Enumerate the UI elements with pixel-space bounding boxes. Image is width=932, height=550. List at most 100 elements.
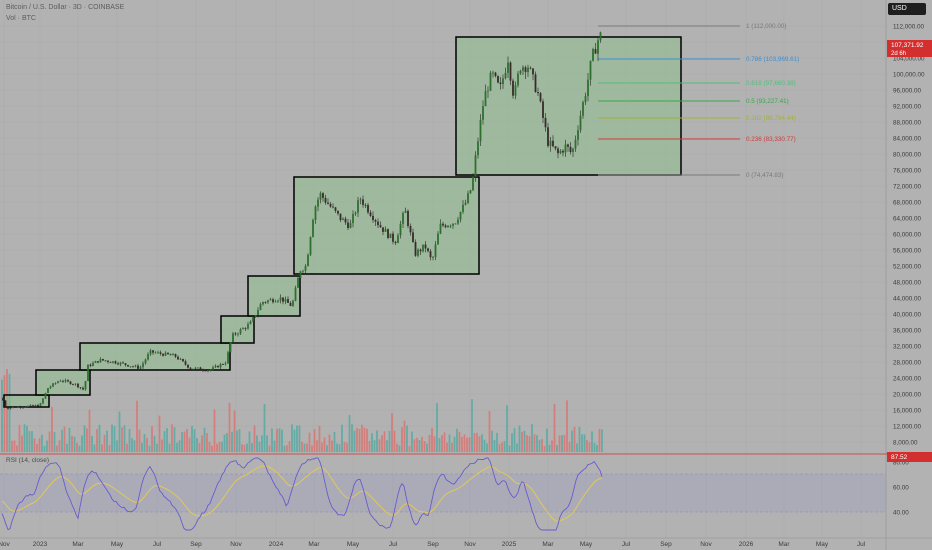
candle-body bbox=[122, 362, 124, 364]
volume-bar bbox=[461, 436, 463, 452]
candle-body bbox=[252, 316, 254, 322]
volume-bar bbox=[13, 440, 16, 452]
candle-body bbox=[424, 244, 427, 249]
candle-body bbox=[274, 301, 277, 303]
volume-bar bbox=[361, 424, 363, 452]
currency-button[interactable]: USD bbox=[888, 3, 926, 15]
volume-bar bbox=[201, 435, 203, 452]
volume-bar bbox=[23, 424, 26, 452]
candle-body bbox=[469, 190, 472, 194]
candle-body bbox=[482, 106, 484, 120]
volume-bar bbox=[373, 440, 376, 452]
volume-bar bbox=[363, 427, 366, 452]
volume-bar bbox=[448, 434, 451, 452]
time-label: May bbox=[347, 541, 360, 548]
volume-bar bbox=[231, 431, 233, 452]
volume-bar bbox=[593, 442, 596, 452]
volume-bar bbox=[398, 445, 401, 452]
volume-bar bbox=[63, 426, 66, 452]
candle-body bbox=[564, 144, 567, 153]
candle-body bbox=[367, 204, 369, 213]
candle-body bbox=[147, 354, 149, 360]
volume-bar bbox=[408, 445, 411, 452]
candle-body bbox=[599, 32, 602, 41]
candle-body bbox=[574, 139, 577, 149]
candle-body bbox=[444, 225, 447, 228]
candle-body bbox=[314, 206, 317, 220]
volume-bar bbox=[233, 410, 236, 452]
price-tick: 112,000.00 bbox=[893, 23, 925, 30]
candle-body bbox=[82, 387, 84, 390]
volume-bar bbox=[156, 443, 158, 452]
volume-bar bbox=[596, 444, 598, 452]
volume-bar bbox=[113, 426, 116, 452]
volume-bar bbox=[583, 434, 586, 452]
candle-body bbox=[407, 210, 409, 226]
volume-bar bbox=[388, 430, 391, 452]
time-label: Jul bbox=[389, 541, 398, 548]
volume-bar bbox=[186, 428, 188, 452]
volume-bar bbox=[441, 435, 443, 452]
fib-level-label: 0.5 (93,227.41) bbox=[746, 98, 789, 105]
volume-bar bbox=[556, 444, 558, 452]
candle-body bbox=[137, 365, 139, 369]
volume-bar bbox=[433, 436, 436, 452]
volume-bar bbox=[56, 445, 58, 452]
volume-bar bbox=[561, 435, 563, 452]
volume-bar bbox=[558, 435, 561, 452]
price-tick: 80,000.00 bbox=[893, 151, 922, 158]
candle-body bbox=[127, 364, 129, 367]
candle-body bbox=[542, 101, 544, 118]
volume-bar bbox=[51, 406, 53, 452]
candle-body bbox=[97, 361, 99, 363]
price-tick: 100,000.00 bbox=[893, 71, 925, 78]
time-label: Mar bbox=[308, 541, 320, 548]
volume-bar bbox=[308, 432, 311, 452]
volume-bar bbox=[48, 431, 51, 452]
volume-bar bbox=[148, 445, 151, 452]
volume-bar bbox=[386, 440, 388, 452]
rsi-pane: RSI (14, close) 80.00 60.00 40.00 87.52 bbox=[0, 452, 932, 531]
candle-body bbox=[27, 405, 29, 407]
volume-bar bbox=[83, 425, 86, 452]
price-tick: 32,000.00 bbox=[893, 343, 922, 350]
candle-body bbox=[37, 404, 39, 407]
candle-body bbox=[299, 271, 302, 278]
volume-bar bbox=[303, 443, 306, 452]
volume-bar bbox=[16, 445, 18, 452]
volume-bar bbox=[401, 427, 403, 452]
candle-body bbox=[202, 369, 204, 371]
candle-body bbox=[264, 301, 267, 303]
volume-bar bbox=[31, 431, 33, 452]
volume-bar bbox=[273, 440, 276, 452]
candle-body bbox=[324, 197, 327, 203]
candle-body bbox=[47, 388, 49, 394]
candle-body bbox=[342, 218, 344, 221]
price-tick: 16,000.00 bbox=[893, 407, 922, 414]
volume-bar bbox=[293, 429, 296, 452]
volume-bar bbox=[226, 433, 228, 452]
candle-body bbox=[377, 221, 379, 226]
volume-bar bbox=[1, 379, 3, 452]
volume-bar bbox=[111, 424, 113, 452]
volume-bar bbox=[158, 415, 161, 452]
volume-bar bbox=[103, 434, 106, 452]
volume-bar bbox=[598, 428, 601, 452]
volume-bar bbox=[141, 442, 143, 452]
fib-level-label: 0.236 (83,330.77) bbox=[746, 136, 796, 143]
candle-body bbox=[229, 342, 232, 353]
volume-bar bbox=[526, 435, 528, 452]
candle-body bbox=[39, 403, 42, 407]
candle-body bbox=[462, 204, 464, 212]
volume-bar bbox=[91, 435, 93, 452]
candle-body bbox=[309, 237, 312, 255]
candle-body bbox=[352, 214, 354, 224]
volume-bar bbox=[246, 443, 248, 452]
volume-bar bbox=[253, 425, 256, 452]
candle-body bbox=[374, 220, 377, 222]
volume-bar bbox=[191, 426, 193, 452]
volume-bar bbox=[576, 443, 578, 452]
candle-body bbox=[527, 67, 529, 73]
volume-bar bbox=[383, 431, 386, 452]
volume-bar bbox=[261, 435, 263, 452]
